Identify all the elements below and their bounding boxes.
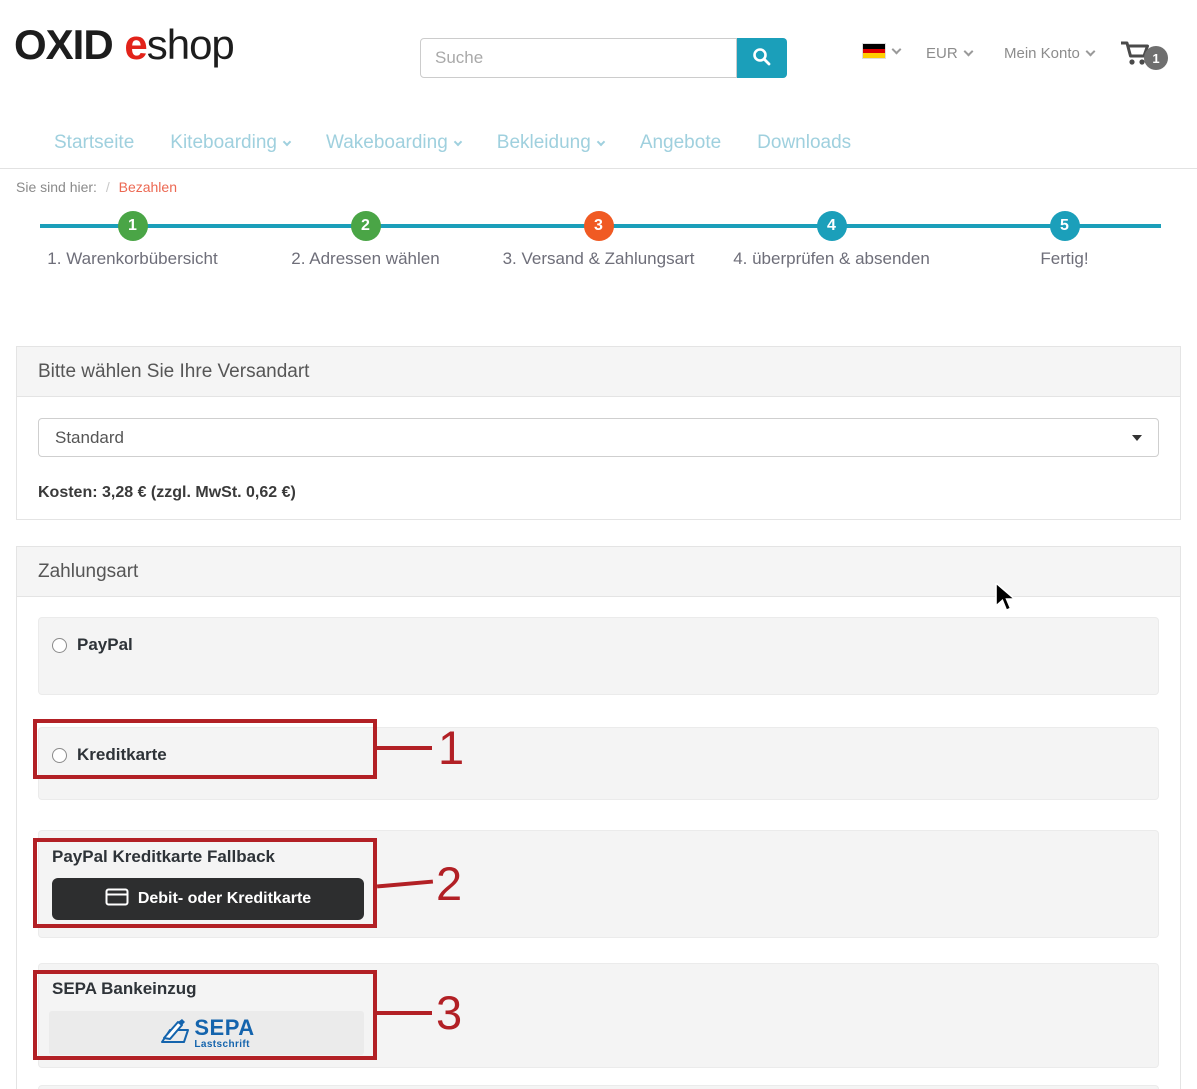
nav-item-wakeboarding[interactable]: Wakeboarding (326, 132, 463, 154)
payment-option-paypal[interactable]: PayPal (38, 617, 1159, 695)
cart-button[interactable]: 1 (1118, 38, 1168, 75)
step-1-warenkorb[interactable]: 1 1. Warenkorbübersicht (16, 206, 249, 269)
nav-item-downloads[interactable]: Downloads (757, 132, 852, 153)
logo-text-oxid: OXID (14, 21, 114, 68)
chevron-down-icon (453, 137, 463, 147)
search-input[interactable] (420, 38, 737, 78)
shop-logo[interactable]: OXID eshop (14, 21, 235, 68)
step-3-label: 3. Versand & Zahlungsart (502, 249, 695, 268)
cart-count-badge: 1 (1144, 46, 1168, 70)
annotation-line-1 (377, 746, 432, 750)
paypal-label: PayPal (77, 635, 133, 654)
payment-panel: Zahlungsart PayPal Kreditkarte PayPal Kr… (16, 546, 1181, 1089)
annotation-number-3: 3 (436, 986, 463, 1039)
select-caret-icon (1132, 434, 1142, 441)
german-flag-icon (862, 43, 886, 59)
breadcrumb: Sie sind hier: / Bezahlen (16, 179, 177, 195)
debit-kreditkarte-button[interactable]: Debit- oder Kreditkarte (52, 878, 364, 920)
main-navigation: Startseite Kiteboarding Wakeboarding Bek… (0, 118, 1197, 169)
step-2-adressen[interactable]: 2 2. Adressen wählen (249, 206, 482, 269)
account-label: Mein Konto (1004, 45, 1080, 62)
checkout-progress: 1 1. Warenkorbübersicht 2 2. Adressen wä… (16, 206, 1181, 274)
step-2-label: 2. Adressen wählen (291, 249, 440, 268)
search-icon (751, 46, 773, 71)
payment-option-paypal-fallback: PayPal Kreditkarte Fallback Debit- oder … (38, 830, 1159, 938)
fallback-section-title: PayPal Kreditkarte Fallback (52, 847, 276, 866)
annotation-number-1: 1 (438, 721, 465, 774)
step-4-circle: 4 (816, 211, 847, 241)
step-4-label: 4. überprüfen & absenden (733, 249, 930, 268)
sepa-pen-icon (158, 1016, 192, 1051)
logo-text-e: e (124, 21, 147, 68)
annotation-box-3 (33, 970, 377, 1060)
search-bar (420, 38, 787, 78)
shipping-cost-text: Kosten: 3,28 € (zzgl. MwSt. 0,62 €) (38, 484, 296, 501)
kreditkarte-radio[interactable] (52, 747, 67, 763)
nav-item-startseite[interactable]: Startseite (54, 132, 135, 153)
chevron-down-icon (596, 137, 606, 147)
breadcrumb-current[interactable]: Bezahlen (118, 179, 177, 195)
shipping-method-select[interactable]: Standard (38, 418, 1159, 457)
shipping-panel-title: Bitte wählen Sie Ihre Versandart (17, 347, 1180, 397)
step-1-circle: 1 (117, 211, 148, 241)
step-1-label: 1. Warenkorbübersicht (47, 249, 218, 268)
nav-item-angebote[interactable]: Angebote (639, 132, 722, 153)
annotation-box-2 (33, 838, 377, 928)
sepa-section-title: SEPA Bankeinzug (52, 979, 197, 998)
step-3-circle: 3 (583, 211, 614, 241)
breadcrumb-separator: / (105, 179, 110, 195)
cart-icon (1118, 41, 1152, 74)
language-selector[interactable] (862, 43, 902, 60)
chevron-down-icon (282, 137, 292, 147)
breadcrumb-prefix: Sie sind hier: (16, 179, 97, 195)
credit-card-icon (105, 888, 129, 911)
payment-option-next-partial (38, 1085, 1159, 1089)
payment-panel-title: Zahlungsart (17, 547, 1180, 597)
currency-label: EUR (926, 45, 958, 62)
mouse-cursor (994, 581, 1020, 618)
account-menu[interactable]: Mein Konto (1004, 45, 1096, 62)
payment-option-kreditkarte[interactable]: Kreditkarte (38, 727, 1159, 800)
kreditkarte-label: Kreditkarte (77, 745, 167, 764)
search-button[interactable] (737, 38, 787, 78)
step-5-fertig[interactable]: 5 Fertig! (948, 206, 1181, 269)
annotation-number-2: 2 (436, 857, 463, 910)
sepa-logo-subtext: Lastschrift (194, 1038, 250, 1050)
step-5-label: Fertig! (1040, 249, 1089, 268)
nav-item-bekleidung[interactable]: Bekleidung (497, 132, 606, 154)
shipping-panel: Bitte wählen Sie Ihre Versandart Standar… (16, 346, 1181, 520)
paypal-radio[interactable] (52, 637, 67, 653)
currency-selector[interactable]: EUR (926, 45, 974, 62)
logo-text-shop: shop (146, 21, 235, 68)
chevron-down-icon (891, 44, 902, 55)
shipping-method-selected: Standard (55, 427, 124, 447)
step-3-versand-zahlungsart[interactable]: 3 3. Versand & Zahlungsart (482, 206, 715, 269)
sepa-lastschrift-button[interactable]: SEPA Lastschrift (49, 1011, 364, 1055)
nav-item-kiteboarding[interactable]: Kiteboarding (170, 132, 292, 154)
sepa-logo-word: SEPA (194, 1014, 255, 1040)
annotation-line-3 (377, 1011, 432, 1015)
step-2-circle: 2 (350, 211, 381, 241)
payment-option-sepa: SEPA Bankeinzug SEPA Lastschrift (38, 963, 1159, 1068)
chevron-down-icon (1085, 46, 1096, 57)
step-5-circle: 5 (1049, 211, 1080, 241)
chevron-down-icon (963, 46, 974, 57)
annotation-box-1 (33, 719, 377, 779)
debit-kreditkarte-button-label: Debit- oder Kreditkarte (137, 890, 312, 907)
step-4-ueberpruefen[interactable]: 4 4. überprüfen & absenden (715, 206, 948, 269)
